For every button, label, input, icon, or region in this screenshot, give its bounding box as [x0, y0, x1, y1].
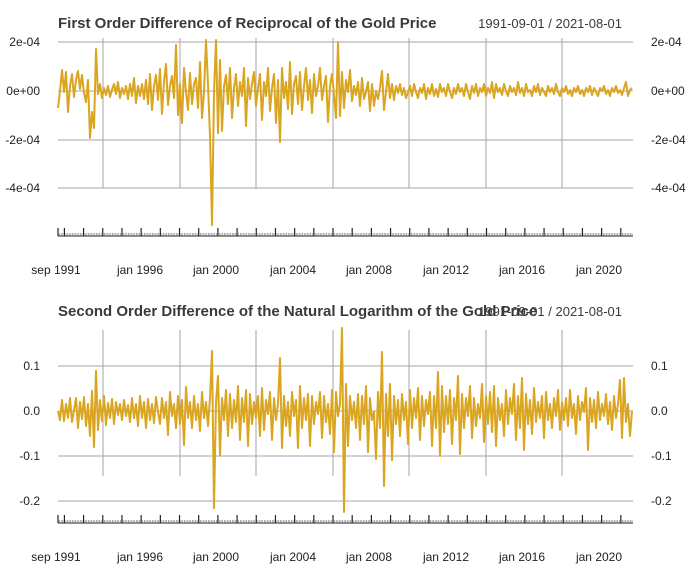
panel-1-xtick-label-5: jan 2012	[422, 263, 469, 277]
panel-2-ytick-left-3: -0.2	[19, 494, 40, 508]
panel-1-ytick-right-3: -4e-04	[651, 181, 686, 195]
panel-1-xtick-label-2: jan 2000	[192, 263, 239, 277]
panel-1-date-range: 1991-09-01 / 2021-08-01	[478, 16, 622, 31]
panel-1-xtick-label-6: jan 2016	[498, 263, 545, 277]
panel-2-xtick-label-5: jan 2012	[422, 550, 469, 564]
panel-1: First Order Difference of Reciprocal of …	[5, 15, 686, 277]
panel-2-ytick-left-1: 0.0	[23, 404, 40, 418]
panel-2-ytick-right-0: 0.1	[651, 359, 668, 373]
panel-1-xtick-label-4: jan 2008	[345, 263, 392, 277]
panel-2-xtick-label-7: jan 2020	[575, 550, 622, 564]
panel-2: 1991-09-01 / 2021-08-01 Second Order Dif…	[19, 303, 672, 564]
panel-2-xtick-label-3: jan 2004	[269, 550, 316, 564]
panel-1-ytick-left-0: 2e-04	[9, 35, 40, 49]
panel-1-ytick-right-2: -2e-04	[651, 133, 686, 147]
panel-2-xtick-label-2: jan 2000	[192, 550, 239, 564]
panel-2-ytick-right-1: 0.0	[651, 404, 668, 418]
panel-1-grid	[58, 38, 633, 189]
panel-1-ytick-right-1: 0e+00	[651, 84, 685, 98]
panel-1-ytick-left-3: -4e-04	[5, 181, 40, 195]
panel-2-series-line	[57, 327, 633, 513]
panel-1-ytick-left-2: -2e-04	[5, 133, 40, 147]
panel-2-xtick-label-0: sep 1991	[31, 550, 81, 564]
panel-1-xtick-label-0: sep 1991	[31, 263, 81, 277]
panel-1-x-axis-ticks	[57, 228, 633, 236]
panel-2-ytick-left-0: 0.1	[23, 359, 40, 373]
panel-2-ytick-left-2: -0.1	[19, 449, 40, 463]
panel-2-date-range: 1991-09-01 / 2021-08-01	[478, 304, 622, 319]
panel-1-xtick-label-1: jan 1996	[116, 263, 163, 277]
panel-2-xtick-label-1: jan 1996	[116, 550, 163, 564]
panel-2-ytick-right-2: -0.1	[651, 449, 672, 463]
panel-2-ytick-right-3: -0.2	[651, 494, 672, 508]
panel-1-xtick-label-3: jan 2004	[269, 263, 316, 277]
panel-1-xtick-label-7: jan 2020	[575, 263, 622, 277]
panel-1-ytick-right-0: 2e-04	[651, 35, 682, 49]
panel-1-title: First Order Difference of Reciprocal of …	[58, 15, 436, 32]
panel-1-series-line	[57, 39, 633, 226]
panel-2-xtick-label-4: jan 2008	[345, 550, 392, 564]
panel-2-x-axis-ticks	[57, 515, 633, 523]
panel-2-xtick-label-6: jan 2016	[498, 550, 545, 564]
panel-1-ytick-left-1: 0e+00	[6, 84, 40, 98]
panel-2-title: Second Order Difference of the Natural L…	[58, 303, 537, 320]
